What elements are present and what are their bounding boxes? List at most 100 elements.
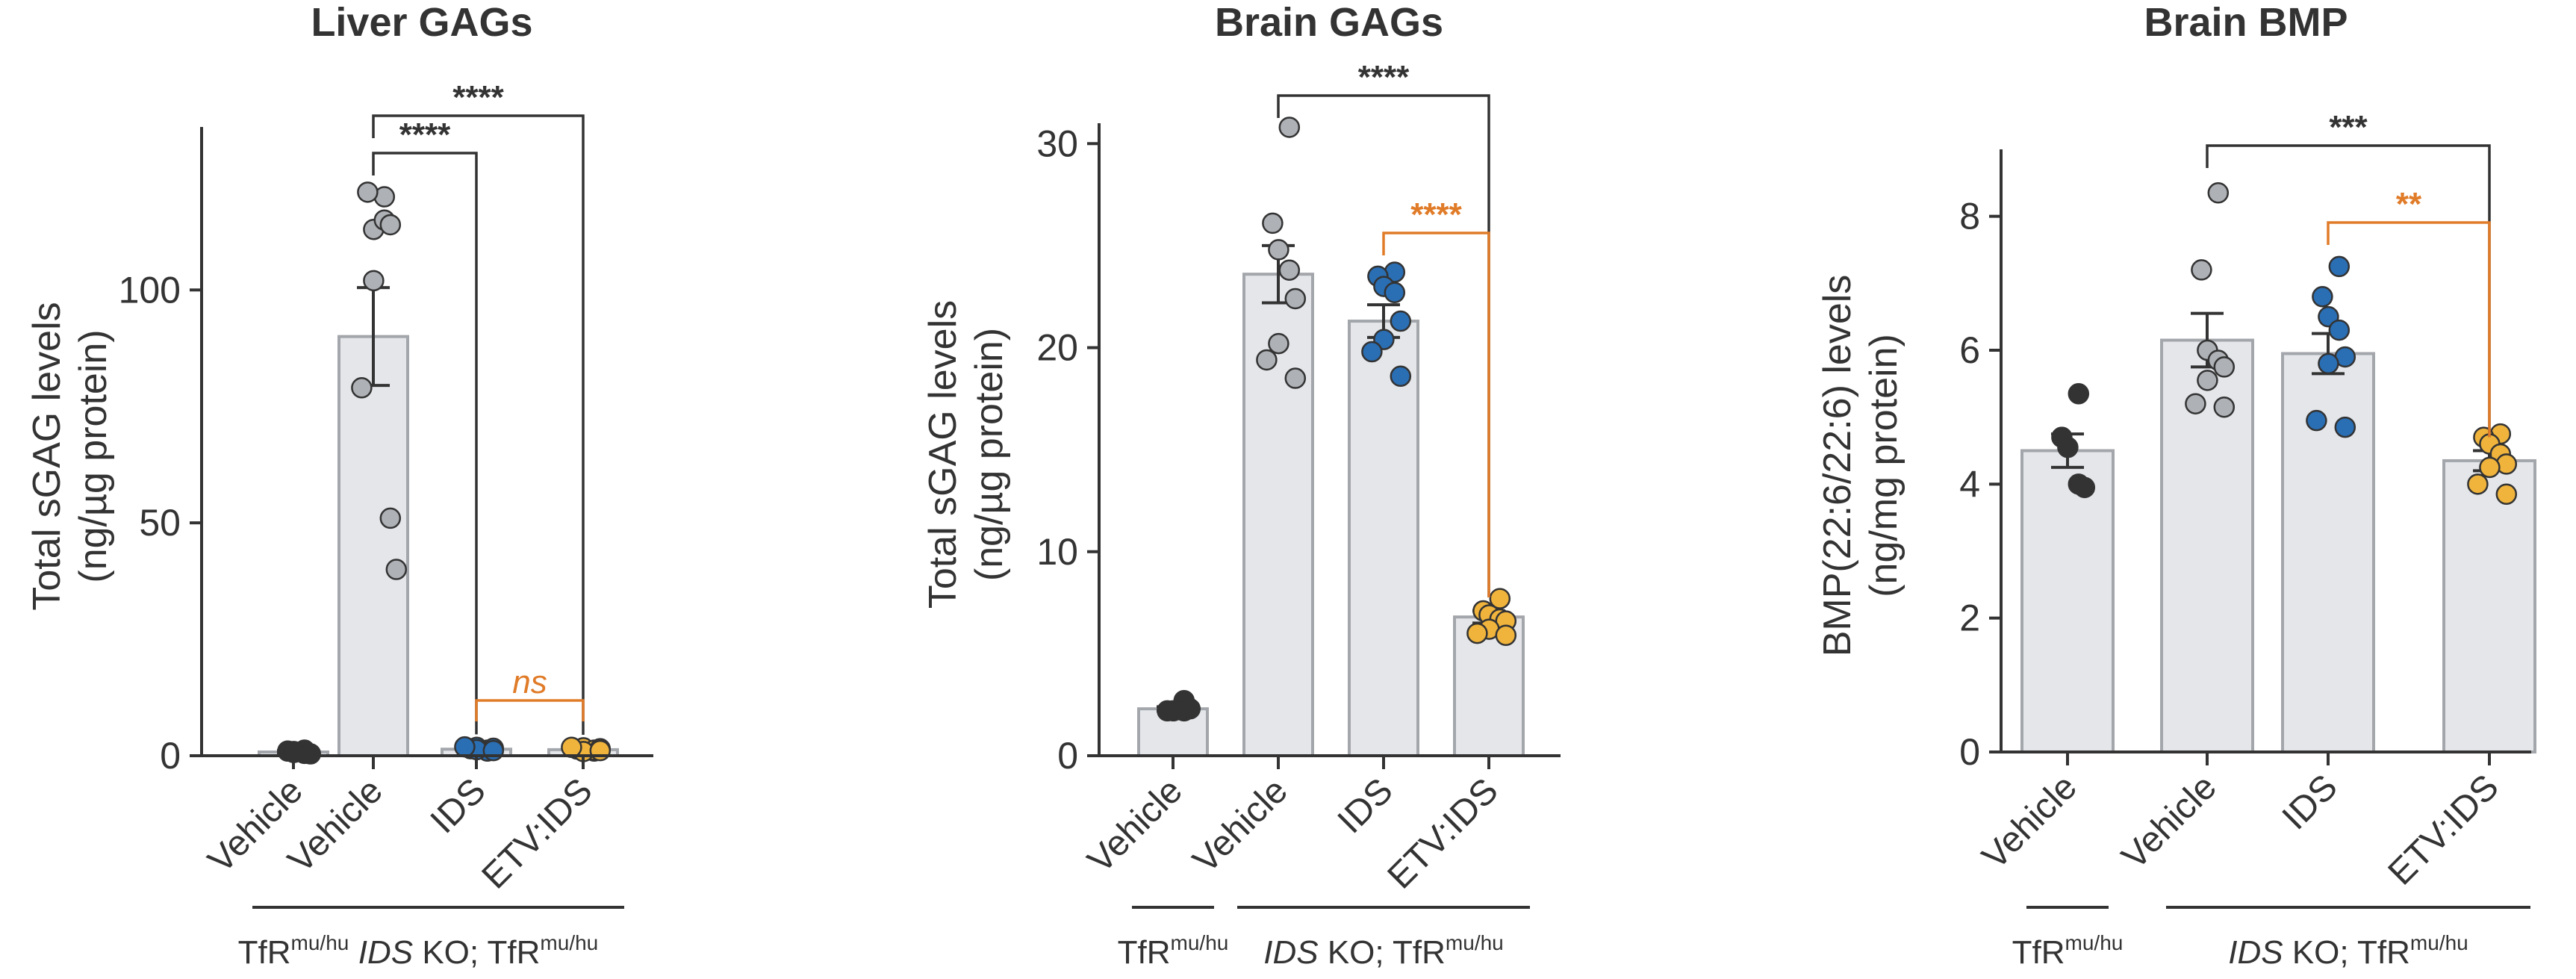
data-point xyxy=(363,270,385,292)
group-label-ko: IDS KO; TfRmu/hu xyxy=(2228,931,2468,971)
y-tick-label: 8 xyxy=(1959,196,1980,237)
data-point xyxy=(2334,416,2356,438)
data-point xyxy=(1268,332,1289,355)
significance-label: ns xyxy=(512,664,547,700)
y-tick-label: 4 xyxy=(1959,463,1980,505)
group-label-ko: IDS KO; TfRmu/hu xyxy=(358,931,599,971)
y-axis-label-line: Total sGAG levels xyxy=(921,300,965,609)
significance-label: **** xyxy=(399,116,451,153)
data-point xyxy=(379,507,402,529)
y-tick-label: 0 xyxy=(160,735,181,777)
data-point xyxy=(561,736,582,759)
data-point xyxy=(2495,483,2518,506)
data-point xyxy=(1284,288,1307,310)
data-point xyxy=(379,214,402,236)
data-point xyxy=(351,377,373,399)
y-axis-label-line: BMP(22:6/22:6) levels xyxy=(1816,275,1859,657)
chart-panel-3: Brain BMP BMP(22:6/22:6) levels(ng/mg pro… xyxy=(1816,0,2536,971)
chart-panel-1: Liver GAGs Total sGAG levels(ng/µg protei… xyxy=(25,0,653,971)
x-tick-label: IDS xyxy=(423,771,494,841)
x-tick-label: ETV:IDS xyxy=(1381,771,1506,896)
data-point xyxy=(2213,396,2236,418)
data-point xyxy=(1268,239,1289,261)
x-tick-label: Vehicle xyxy=(1080,771,1190,880)
x-tick-label: Vehicle xyxy=(2115,767,2224,877)
group-label-control: TfRmu/hu xyxy=(1118,931,1229,971)
group-label-gene: IDS xyxy=(1263,934,1318,971)
data-point xyxy=(2467,473,2489,495)
bar xyxy=(337,335,409,757)
x-tick-label: IDS xyxy=(1331,771,1401,841)
data-point xyxy=(1278,259,1301,281)
x-tick-label: ETV:IDS xyxy=(2381,767,2507,892)
y-tick-label: 0 xyxy=(1959,731,1980,773)
data-point xyxy=(2306,409,2327,432)
group-label-base: TfR xyxy=(238,934,291,971)
y-tick-label: 100 xyxy=(119,269,181,311)
data-point xyxy=(2318,352,2339,375)
y-tick-label: 2 xyxy=(1959,597,1980,639)
significance-bracket xyxy=(372,152,478,735)
data-point xyxy=(2207,182,2230,204)
y-axis-label: BMP(22:6/22:6) levels(ng/mg protein) xyxy=(1816,275,1905,657)
y-axis-label-line: (ng/µg protein) xyxy=(968,328,1011,581)
data-point xyxy=(1466,622,1488,644)
x-tick-label: ETV:IDS xyxy=(475,771,600,896)
x-tick-label: Vehicle xyxy=(1186,771,1295,880)
group-label-control: TfRmu/hu xyxy=(2012,931,2124,971)
data-point xyxy=(2191,259,2212,281)
bar xyxy=(1453,615,1525,758)
group-label-sup: mu/hu xyxy=(2410,931,2468,954)
y-axis-label: Total sGAG levels(ng/µg protein) xyxy=(25,302,115,610)
data-point xyxy=(1361,341,1383,363)
group-label-sup: mu/hu xyxy=(2065,931,2124,954)
data-point xyxy=(1489,588,1511,609)
significance-label: **** xyxy=(1358,59,1410,96)
bar xyxy=(1348,320,1419,757)
data-point xyxy=(1278,116,1301,138)
significance-label: *** xyxy=(2329,109,2368,146)
y-tick-label: 20 xyxy=(1036,327,1078,369)
group-label-gene: IDS xyxy=(358,934,413,971)
data-point xyxy=(1384,282,1406,304)
significance-label: **** xyxy=(1410,196,1462,233)
y-tick-label: 6 xyxy=(1959,329,1980,371)
chart-panel-2: Brain GAGs Total sGAG levels(ng/µg protei… xyxy=(921,0,1561,971)
data-point xyxy=(482,739,505,762)
group-label-sup: mu/hu xyxy=(291,931,349,954)
data-point xyxy=(2312,286,2333,308)
bar xyxy=(2160,338,2254,753)
data-point xyxy=(2197,370,2218,391)
data-point xyxy=(589,739,612,762)
data-point xyxy=(2479,456,2501,479)
y-axis-label: Total sGAG levels(ng/µg protein) xyxy=(921,300,1011,609)
group-label-base: TfR xyxy=(1118,934,1171,971)
data-point xyxy=(357,181,379,203)
bar xyxy=(2020,449,2115,753)
group-label-sup: mu/hu xyxy=(1446,931,1504,954)
data-point xyxy=(2057,436,2079,459)
group-label-rest: KO; TfR xyxy=(413,934,540,971)
data-point xyxy=(2328,255,2351,278)
group-label-rest: KO; TfR xyxy=(2283,934,2410,971)
y-tick-label: 30 xyxy=(1036,122,1078,164)
group-label-rest: KO; TfR xyxy=(1319,934,1446,971)
data-point xyxy=(1284,367,1307,389)
y-tick-label: 50 xyxy=(139,502,181,544)
group-label-control: TfRmu/hu xyxy=(238,931,349,971)
significance-bracket xyxy=(475,699,585,721)
y-tick-label: 0 xyxy=(1057,735,1078,777)
data-point xyxy=(2185,393,2206,414)
data-point xyxy=(1390,365,1412,388)
group-label-ko: IDS KO; TfRmu/hu xyxy=(1263,931,1504,971)
chart-title: Brain BMP xyxy=(2144,0,2348,45)
data-point xyxy=(1390,310,1412,332)
significance-bracket xyxy=(1382,231,1490,598)
data-point xyxy=(1495,624,1517,647)
y-axis-label-line: Total sGAG levels xyxy=(25,302,69,610)
group-label-base: TfR xyxy=(2012,934,2065,971)
data-point xyxy=(2328,319,2351,341)
significance-label: ** xyxy=(2396,186,2422,223)
